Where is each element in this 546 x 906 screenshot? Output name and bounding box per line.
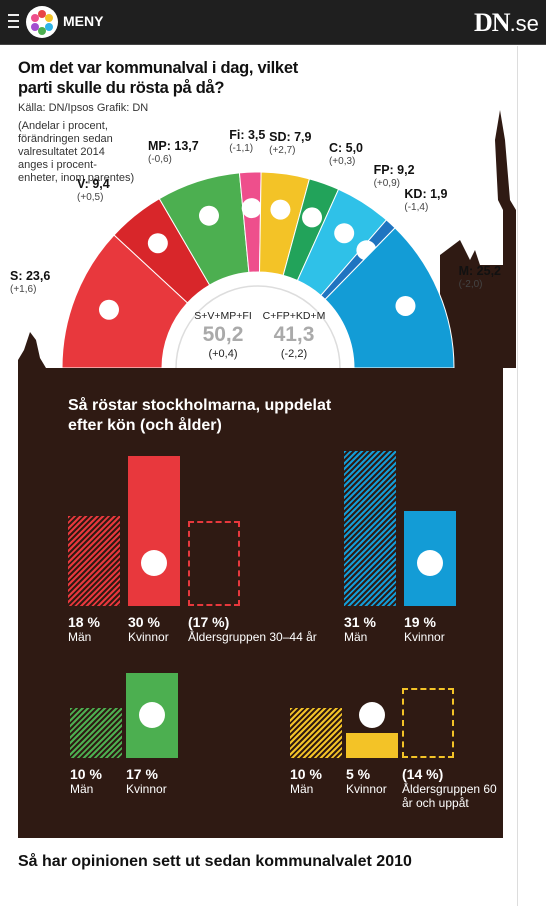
bar-label-s-2: (17 %) Åldersgruppen 30–44 år — [188, 614, 317, 644]
party-logo-icon-mp — [139, 702, 165, 728]
bar-m-0 — [344, 451, 396, 606]
bar-c-2 — [402, 688, 454, 758]
bar-c-1 — [346, 733, 398, 758]
party-logo-icon-c — [302, 207, 323, 228]
hamburger-icon[interactable] — [8, 14, 19, 30]
panel-title: Så röstar stockholmarna, uppdelat efter … — [68, 397, 332, 434]
bar-label-mp-1: 17 % Kvinnor — [126, 766, 167, 796]
bar-label-c-1: 5 % Kvinnor — [346, 766, 387, 796]
party-logo-icon-c — [359, 702, 385, 728]
left-bloc-change: (+0,4) — [208, 348, 238, 360]
roof-silhouette-right — [440, 240, 503, 368]
party-label-fp: FP: 9,2 (+0,9) — [373, 162, 415, 189]
bar-label-c-0: 10 % Män — [290, 766, 322, 796]
party-label-c: C: 5,0 (+0,3) — [328, 141, 364, 168]
bar-label-m-0: 31 % Män — [344, 614, 376, 644]
party-label-sd: SD: 7,9 (+2,7) — [269, 130, 312, 157]
bar-label-m-1: 19 % Kvinnor — [404, 614, 445, 644]
party-logo-icon-fi — [241, 198, 262, 219]
left-bloc: S+V+MP+FI 50,2 (+0,4) — [183, 310, 263, 360]
right-bloc: C+FP+KD+M 41,3 (-2,2) — [254, 310, 334, 360]
chart-title: Om det var kommunalval i dag, vilket par… — [18, 59, 298, 97]
credits: Källa: DN/Ipsos Grafik: DN — [18, 102, 149, 114]
party-logo-icon-mp — [198, 205, 219, 226]
right-bloc-value: 41,3 — [273, 323, 315, 346]
bloc-divider-arc — [175, 285, 341, 369]
bar-mp-0 — [70, 708, 122, 758]
bar-label-c-2: (14 %) Åldersgruppen 60 år och uppåt — [402, 766, 497, 810]
bar-label-s-1: 30 % Kvinnor — [128, 614, 169, 644]
party-label-s: S: 23,6 (+1,6) — [10, 269, 51, 296]
left-bloc-label: S+V+MP+FI — [194, 310, 252, 322]
party-logo-icon-s — [98, 299, 119, 320]
party-logo-icon-v — [147, 233, 168, 254]
right-bloc-change: (-2,2) — [280, 348, 308, 360]
party-logo-icon-s — [141, 550, 167, 576]
bar-s-0 — [68, 516, 120, 606]
tower-silhouette-right — [495, 110, 516, 368]
party-logo-icon-m — [417, 550, 443, 576]
right-bloc-label: C+FP+KD+M — [262, 310, 326, 322]
bar-label-s-0: 18 % Män — [68, 614, 100, 644]
party-label-kd: KD: 1,9 (-1,4) — [404, 186, 448, 213]
bar-c-0 — [290, 708, 342, 758]
bar-s-1 — [128, 456, 180, 606]
church-silhouette-left — [18, 332, 46, 368]
gender-panel: Så röstar stockholmarna, uppdelat efter … — [18, 368, 503, 838]
dn-logo-icon[interactable] — [26, 6, 58, 38]
chart-note: (Andelar i procent, förändringen sedan v… — [18, 120, 135, 184]
party-logo-icon-sd — [270, 199, 291, 220]
top-bar: MENY DN.se — [0, 0, 546, 45]
pie-slice-m — [324, 227, 455, 369]
menu-label[interactable]: MENY — [63, 13, 104, 29]
party-label-v: V: 9,4 (+0,5) — [77, 176, 110, 203]
left-bloc-value: 50,2 — [202, 323, 244, 346]
party-logo-icon-m — [395, 295, 416, 316]
bar-s-2 — [188, 521, 240, 606]
party-logo-icon-fp — [334, 223, 355, 244]
section-title: Så har opinionen sett ut sedan kommunalv… — [18, 853, 412, 870]
bar-label-mp-0: 10 % Män — [70, 766, 102, 796]
brand-logo[interactable]: DN.se — [474, 8, 539, 37]
divider — [517, 46, 518, 906]
party-label-fi: Fi: 3,5 (-1,1) — [229, 128, 266, 155]
party-label-m: M: 25,2 (-2,0) — [458, 263, 502, 290]
party-label-mp: MP: 13,7 (-0,6) — [147, 138, 199, 165]
